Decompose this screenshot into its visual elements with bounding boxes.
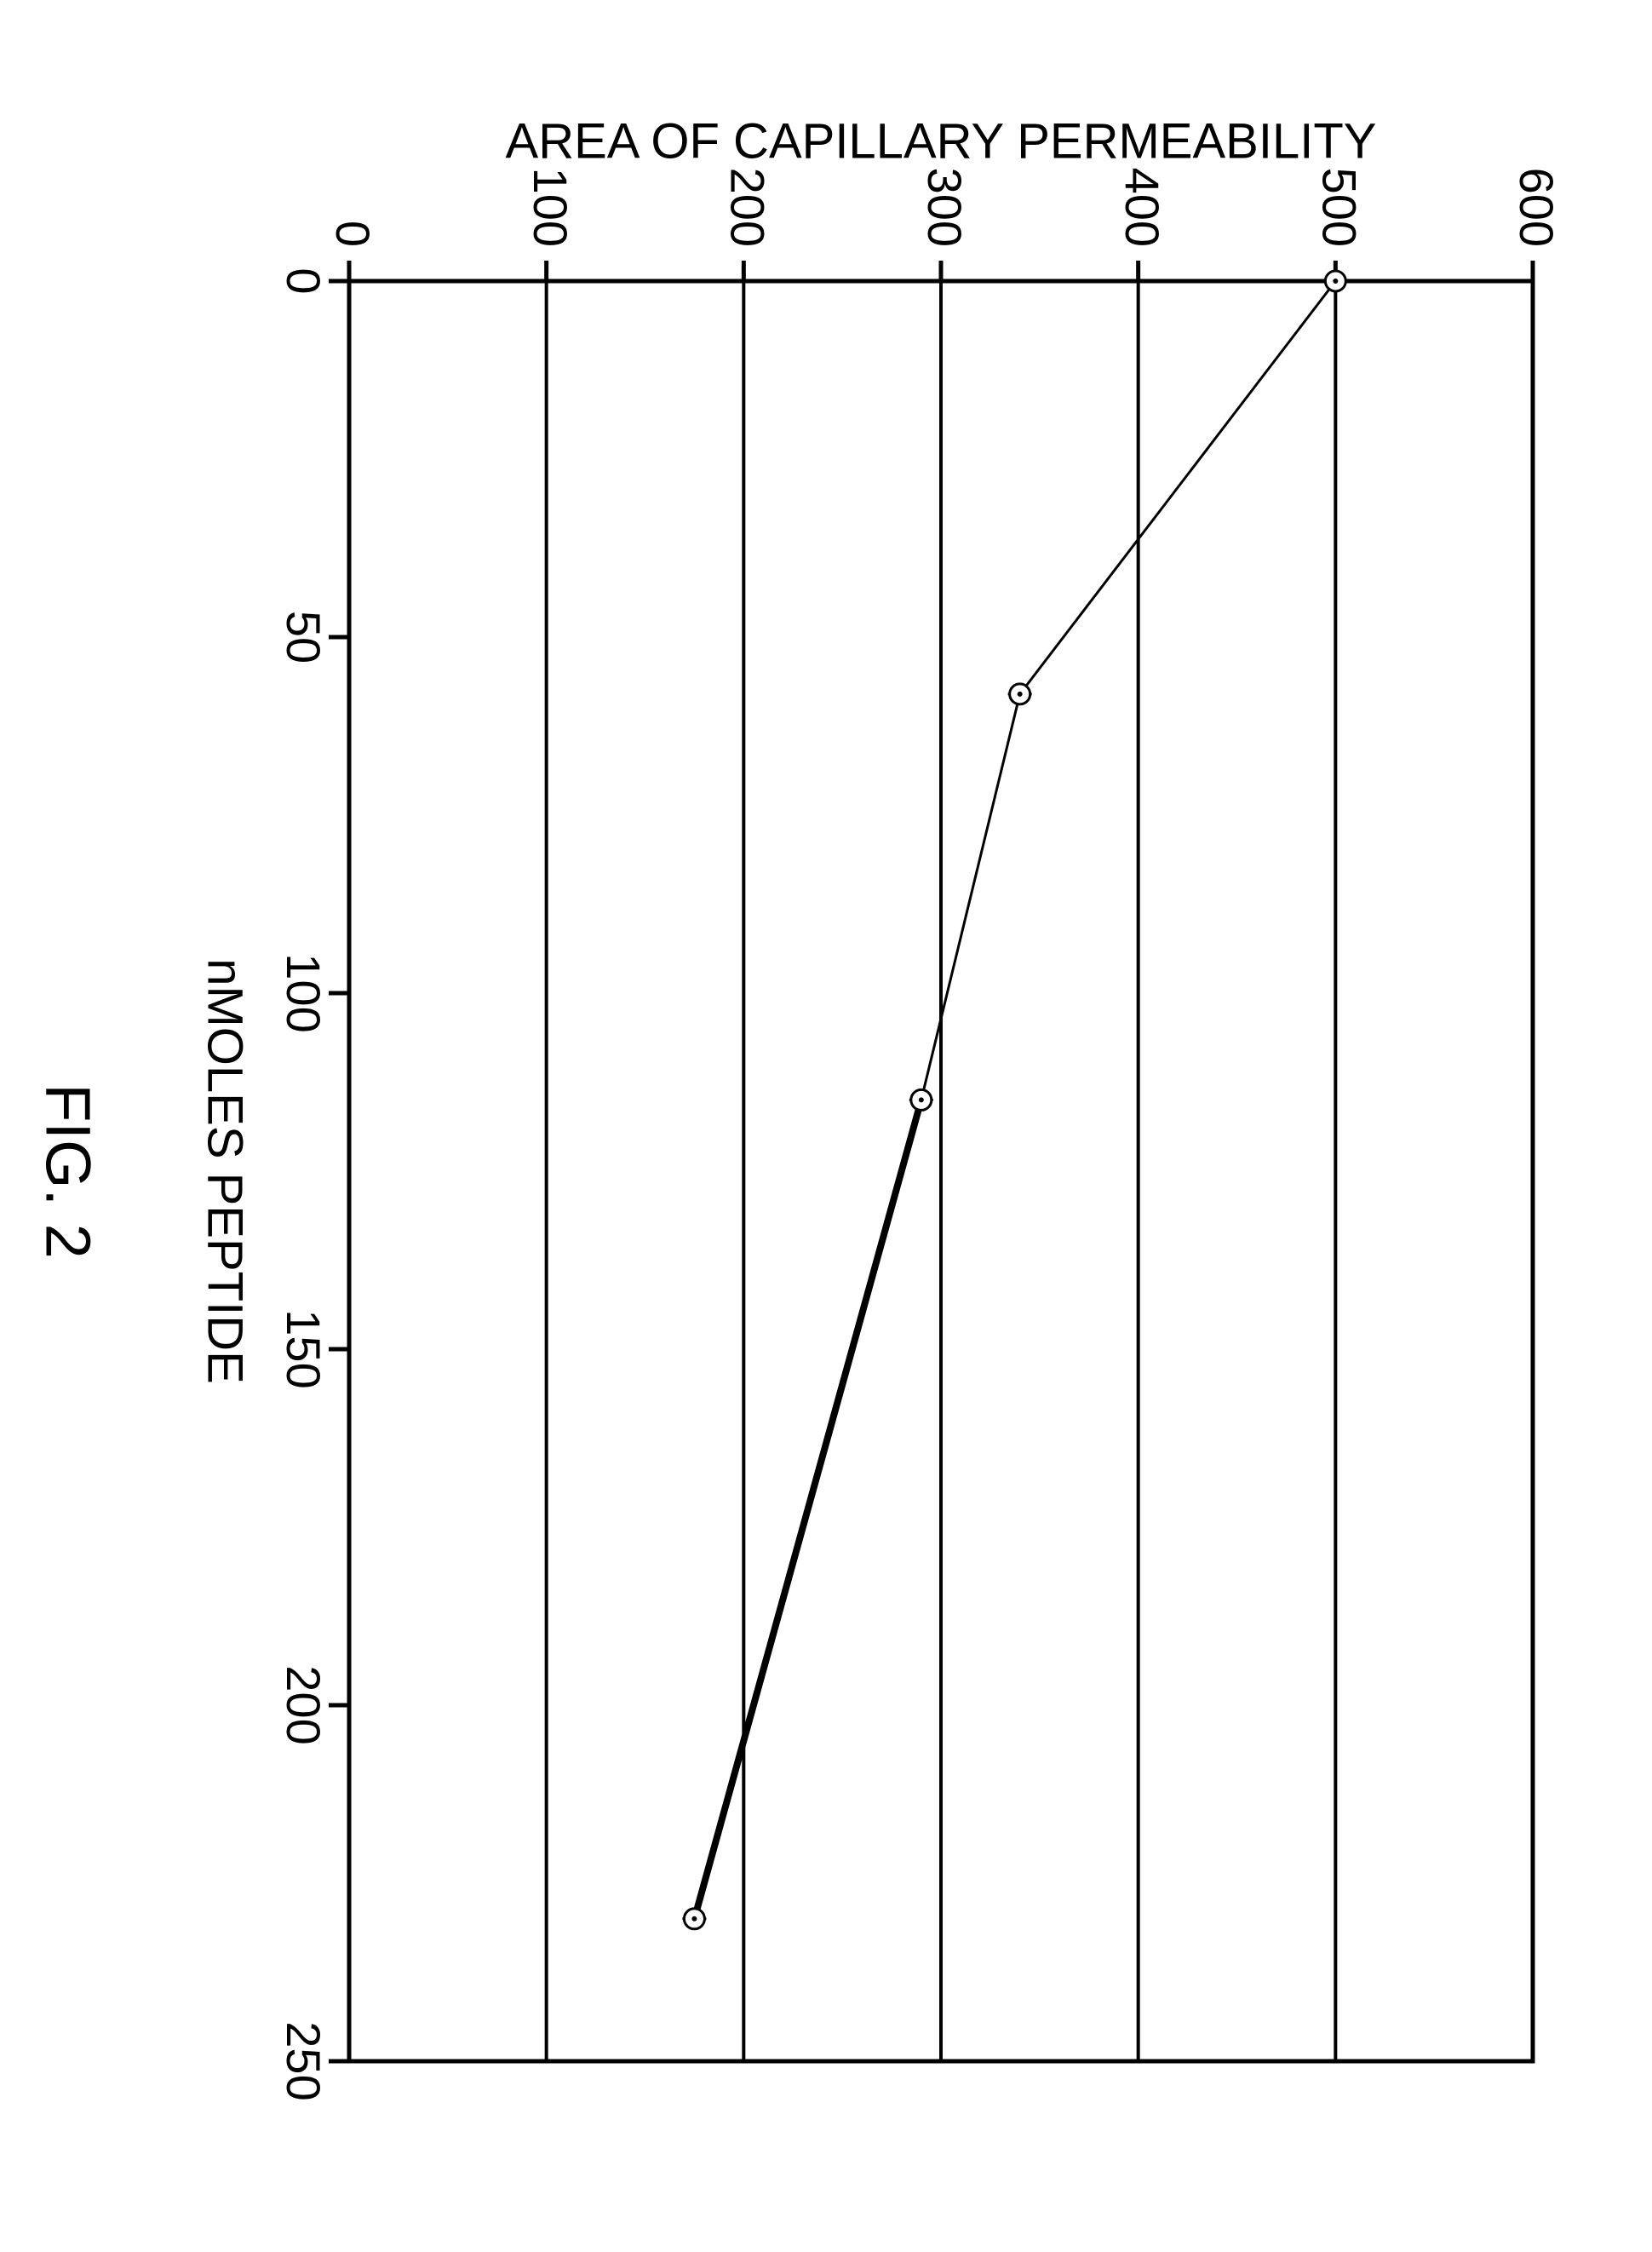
- chart-canvas: 0 100 200 300 400 500 600 0 50 100 150 200 250 nMOLES…: [0, 0, 1652, 2252]
- ytick-label: 200: [721, 168, 775, 247]
- ytick-label: 300: [918, 168, 972, 247]
- xlabel: nMOLES PEPTIDE: [197, 958, 252, 1384]
- figure-caption: FIG. 2: [32, 1083, 103, 1259]
- xtick-label: 250: [277, 2021, 330, 2100]
- marker-inner: [1018, 692, 1023, 697]
- ylabel: AREA OF CAPILLARY PERMEABILITY: [506, 113, 1377, 169]
- ytick-label: 400: [1116, 168, 1169, 247]
- xtick-label: 50: [277, 611, 330, 664]
- ytick-label: 0: [326, 221, 380, 247]
- xtick-label: 150: [277, 1309, 330, 1388]
- xtick-label: 200: [277, 1665, 330, 1744]
- marker-inner: [919, 1097, 924, 1102]
- xtick-label: 0: [277, 267, 330, 294]
- ytick-label: 600: [1510, 168, 1563, 247]
- marker-inner: [1333, 279, 1338, 284]
- ytick-label: 100: [524, 168, 577, 247]
- ytick-label: 500: [1313, 168, 1367, 247]
- marker-inner: [691, 1916, 697, 1922]
- xtick-label: 100: [277, 953, 330, 1032]
